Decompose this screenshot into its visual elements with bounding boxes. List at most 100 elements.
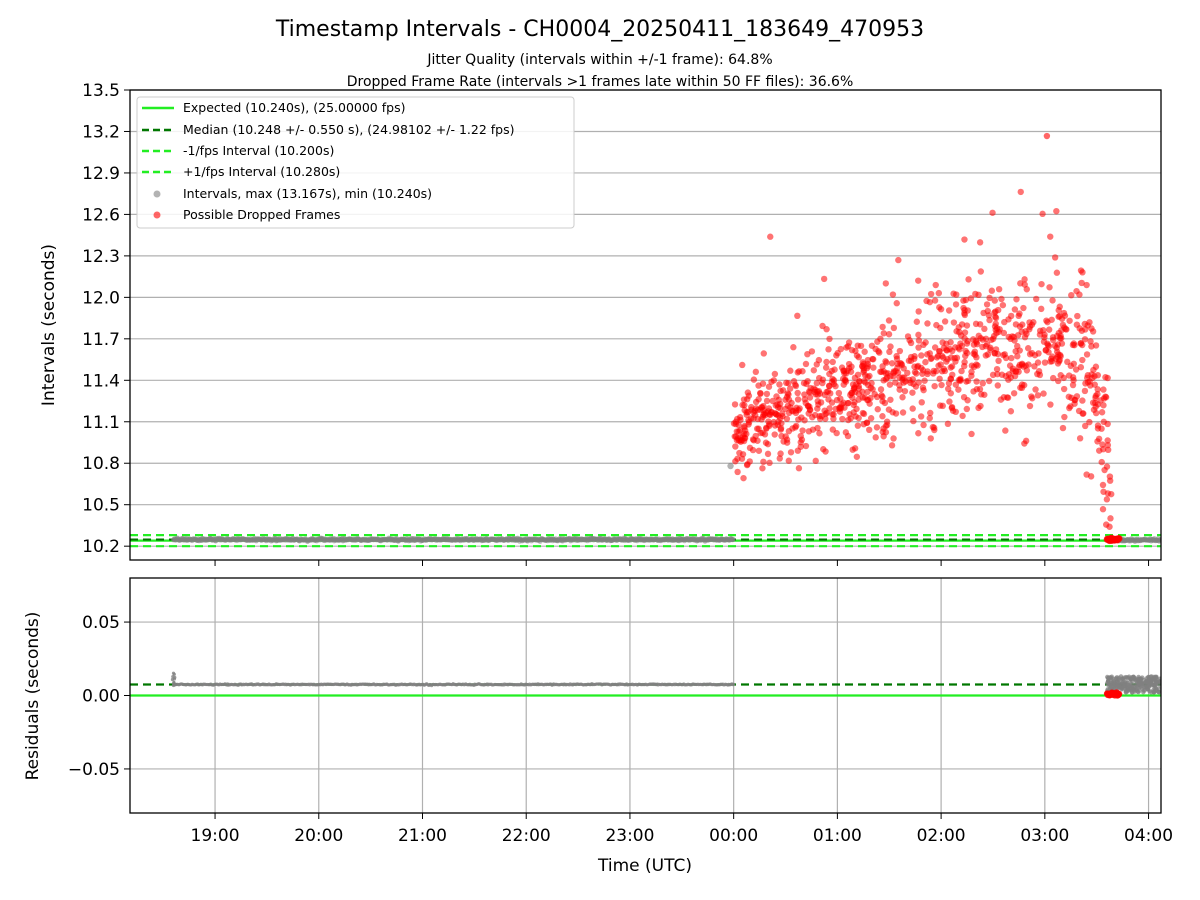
dropped-frame-point — [737, 416, 744, 424]
dropped-frame-point — [847, 368, 855, 375]
residual-cluster-point — [1109, 680, 1114, 686]
dropped-frame-point — [1088, 343, 1095, 350]
interval-point-outlier — [727, 462, 734, 470]
dropped-frame-point — [1022, 328, 1029, 335]
dropped-frame-point — [777, 450, 784, 457]
dropped-frame-point — [1022, 362, 1029, 369]
dropped-frame-point — [1049, 297, 1056, 304]
dropped-frame-point — [931, 382, 938, 390]
dropped-frame-point — [841, 377, 849, 384]
dropped-frame-point — [819, 379, 826, 387]
dropped-frame-point — [1067, 362, 1075, 370]
dropped-frame-point — [941, 318, 949, 325]
dropped-frame-cluster-point — [1115, 535, 1123, 543]
dropped-frame-point — [999, 301, 1007, 309]
dropped-frame-point — [785, 380, 792, 387]
dropped-frame-point — [739, 401, 746, 409]
dropped-frame-point — [1104, 441, 1112, 449]
dropped-frame-point — [1055, 377, 1062, 385]
dropped-frame-point — [750, 409, 757, 416]
dropped-frame-point — [909, 389, 916, 396]
dropped-frame-point — [1010, 390, 1018, 397]
dropped-frame-point — [822, 410, 829, 418]
dropped-frame-point — [752, 398, 760, 406]
dropped-frame-point — [853, 352, 861, 359]
dropped-frame-point — [783, 415, 791, 423]
dropped-frame-point — [778, 420, 785, 427]
dropped-frame-point — [1039, 210, 1046, 218]
dropped-frame-point — [785, 391, 792, 398]
dropped-frame-point — [814, 391, 821, 398]
dropped-frame-point — [899, 409, 907, 416]
dropped-frame-point — [1035, 350, 1042, 357]
intervals-plot: 10.2 10.5 10.8 11.1 11.4 11.7 12.0 12.3 12.6 12.9… — [82, 81, 1162, 566]
dropped-frame-point — [765, 383, 773, 390]
dropped-frame-point — [743, 408, 750, 416]
dropped-frame-point — [787, 449, 795, 456]
dropped-frame-point — [768, 378, 775, 385]
dropped-frame-point — [1079, 397, 1086, 404]
dropped-frame-point — [1104, 446, 1112, 454]
dropped-frame-point — [825, 346, 832, 353]
dropped-frame-point — [815, 401, 822, 408]
dropped-frame-point — [1063, 326, 1070, 333]
dropped-frame-point — [917, 413, 925, 420]
dropped-frame-point — [869, 386, 876, 393]
dropped-frame-point — [967, 295, 975, 302]
dropped-frame-point — [885, 331, 893, 338]
dropped-frame-point — [820, 446, 827, 453]
dropped-frame-point — [853, 380, 860, 388]
residual-cluster-point — [1153, 685, 1158, 691]
dropped-frame-point — [814, 424, 821, 432]
dropped-frame-point — [755, 382, 762, 389]
dropped-frame-point — [1081, 387, 1089, 395]
dropped-frame-point — [806, 394, 814, 401]
dropped-frame-point — [964, 377, 972, 385]
dropped-frame-point — [785, 396, 793, 403]
dropped-frame-point — [887, 343, 894, 350]
dropped-frame-point — [970, 363, 978, 371]
dropped-frame-point — [802, 399, 809, 407]
legend-intervals-label: Intervals, max (13.167s), min (10.240s) — [183, 186, 432, 201]
dropped-frame-point — [955, 386, 962, 393]
dropped-frame-point — [825, 396, 832, 403]
dropped-frame-point — [754, 415, 762, 423]
dropped-frame-point — [1090, 406, 1098, 413]
dropped-frame-point — [1048, 316, 1055, 323]
dropped-frame-point — [782, 433, 789, 440]
dropped-frame-point — [896, 347, 904, 355]
dropped-frame-point — [896, 386, 903, 393]
dropped-frame-point — [1092, 363, 1100, 370]
residual-cluster-point — [1128, 687, 1134, 692]
dropped-frame-point — [879, 413, 886, 420]
dropped-frame-point — [1094, 438, 1101, 445]
dropped-frame-point — [937, 361, 944, 368]
dropped-frame-point — [732, 458, 739, 465]
dropped-frame-point — [931, 297, 939, 304]
dropped-frame-point — [870, 364, 877, 371]
dropped-frame-point — [1029, 395, 1036, 402]
dropped-frame-point — [1079, 410, 1086, 417]
dropped-frame-point — [1094, 386, 1101, 393]
dropped-frame-point — [750, 376, 758, 383]
residuals-plot: 19:00 20:00 21:00 22:00 23:00 00:00 01:00 02:00… — [68, 577, 1173, 846]
dropped-frame-point — [799, 427, 806, 434]
dropped-frame-point — [1026, 402, 1034, 410]
dropped-frame-point — [1056, 312, 1063, 320]
dropped-frame-point — [991, 309, 998, 316]
dropped-frame-point — [761, 410, 768, 418]
dropped-frame-point — [877, 386, 885, 393]
dropped-frame-point — [922, 358, 929, 366]
dropped-frame-point — [1016, 361, 1023, 369]
dropped-frame-point — [890, 368, 898, 375]
dropped-frame-point — [755, 447, 763, 454]
dropped-frame-point — [1107, 515, 1114, 522]
dropped-frame-point — [833, 352, 840, 359]
dropped-frame-point — [1011, 372, 1019, 380]
legend-median-label: Median (10.248 +/- 0.550 s), (24.98102 +… — [183, 122, 514, 137]
dropped-frame-point — [811, 411, 819, 419]
dropped-frame-point — [823, 358, 830, 366]
dropped-frame-point — [828, 378, 836, 386]
